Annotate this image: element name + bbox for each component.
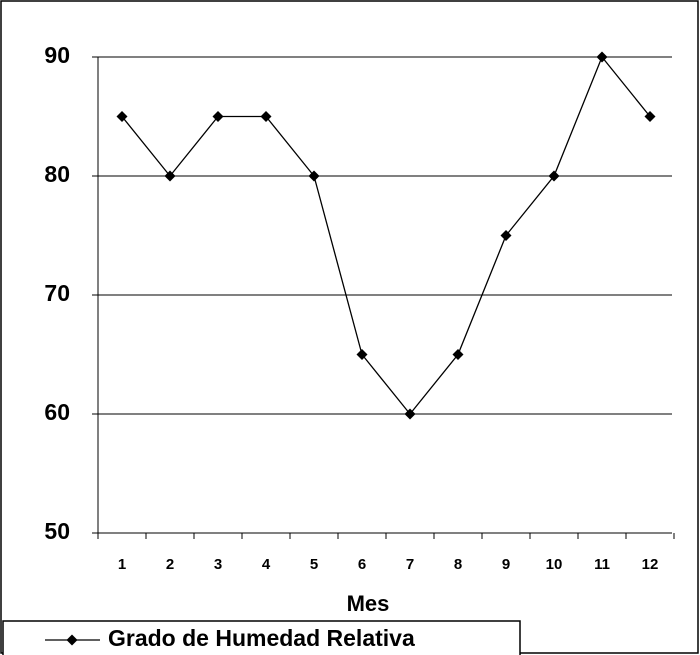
y-tick-label: 80 — [44, 161, 70, 187]
x-tick-label: 5 — [310, 556, 318, 573]
marker — [212, 111, 224, 122]
marker — [404, 408, 416, 420]
y-tick-label: 60 — [44, 399, 70, 425]
x-tick-label: 2 — [166, 556, 174, 573]
x-tick-label: 7 — [406, 556, 414, 573]
marker — [644, 111, 656, 122]
x-tick-label: 1 — [118, 556, 126, 573]
legend-label: Grado de Humedad Relativa — [108, 625, 415, 651]
marker — [116, 111, 128, 122]
line — [121, 55, 651, 416]
marker — [164, 170, 176, 182]
marker — [548, 170, 560, 182]
y-tick-label: 90 — [44, 42, 70, 68]
x-axis-title: Mes — [347, 591, 390, 616]
legend-marker — [66, 634, 78, 646]
x-tick-label: 11 — [594, 556, 610, 573]
x-tick-label: 9 — [502, 556, 510, 573]
x-tick-label: 12 — [642, 556, 659, 573]
x-tick-label: 3 — [214, 556, 222, 573]
x-tick-label: 4 — [262, 556, 271, 573]
x-tick-label: 10 — [546, 556, 563, 573]
marker — [308, 170, 320, 182]
marker — [452, 349, 464, 360]
y-tick-label: 70 — [44, 280, 70, 306]
marker — [356, 349, 368, 360]
y-tick-label: 50 — [44, 518, 70, 544]
marker — [500, 230, 512, 241]
x-tick-label: 8 — [454, 556, 462, 573]
x-tick-label: 6 — [358, 556, 366, 573]
marker — [260, 111, 272, 122]
legend-box — [2, 620, 521, 655]
marker — [596, 51, 608, 63]
